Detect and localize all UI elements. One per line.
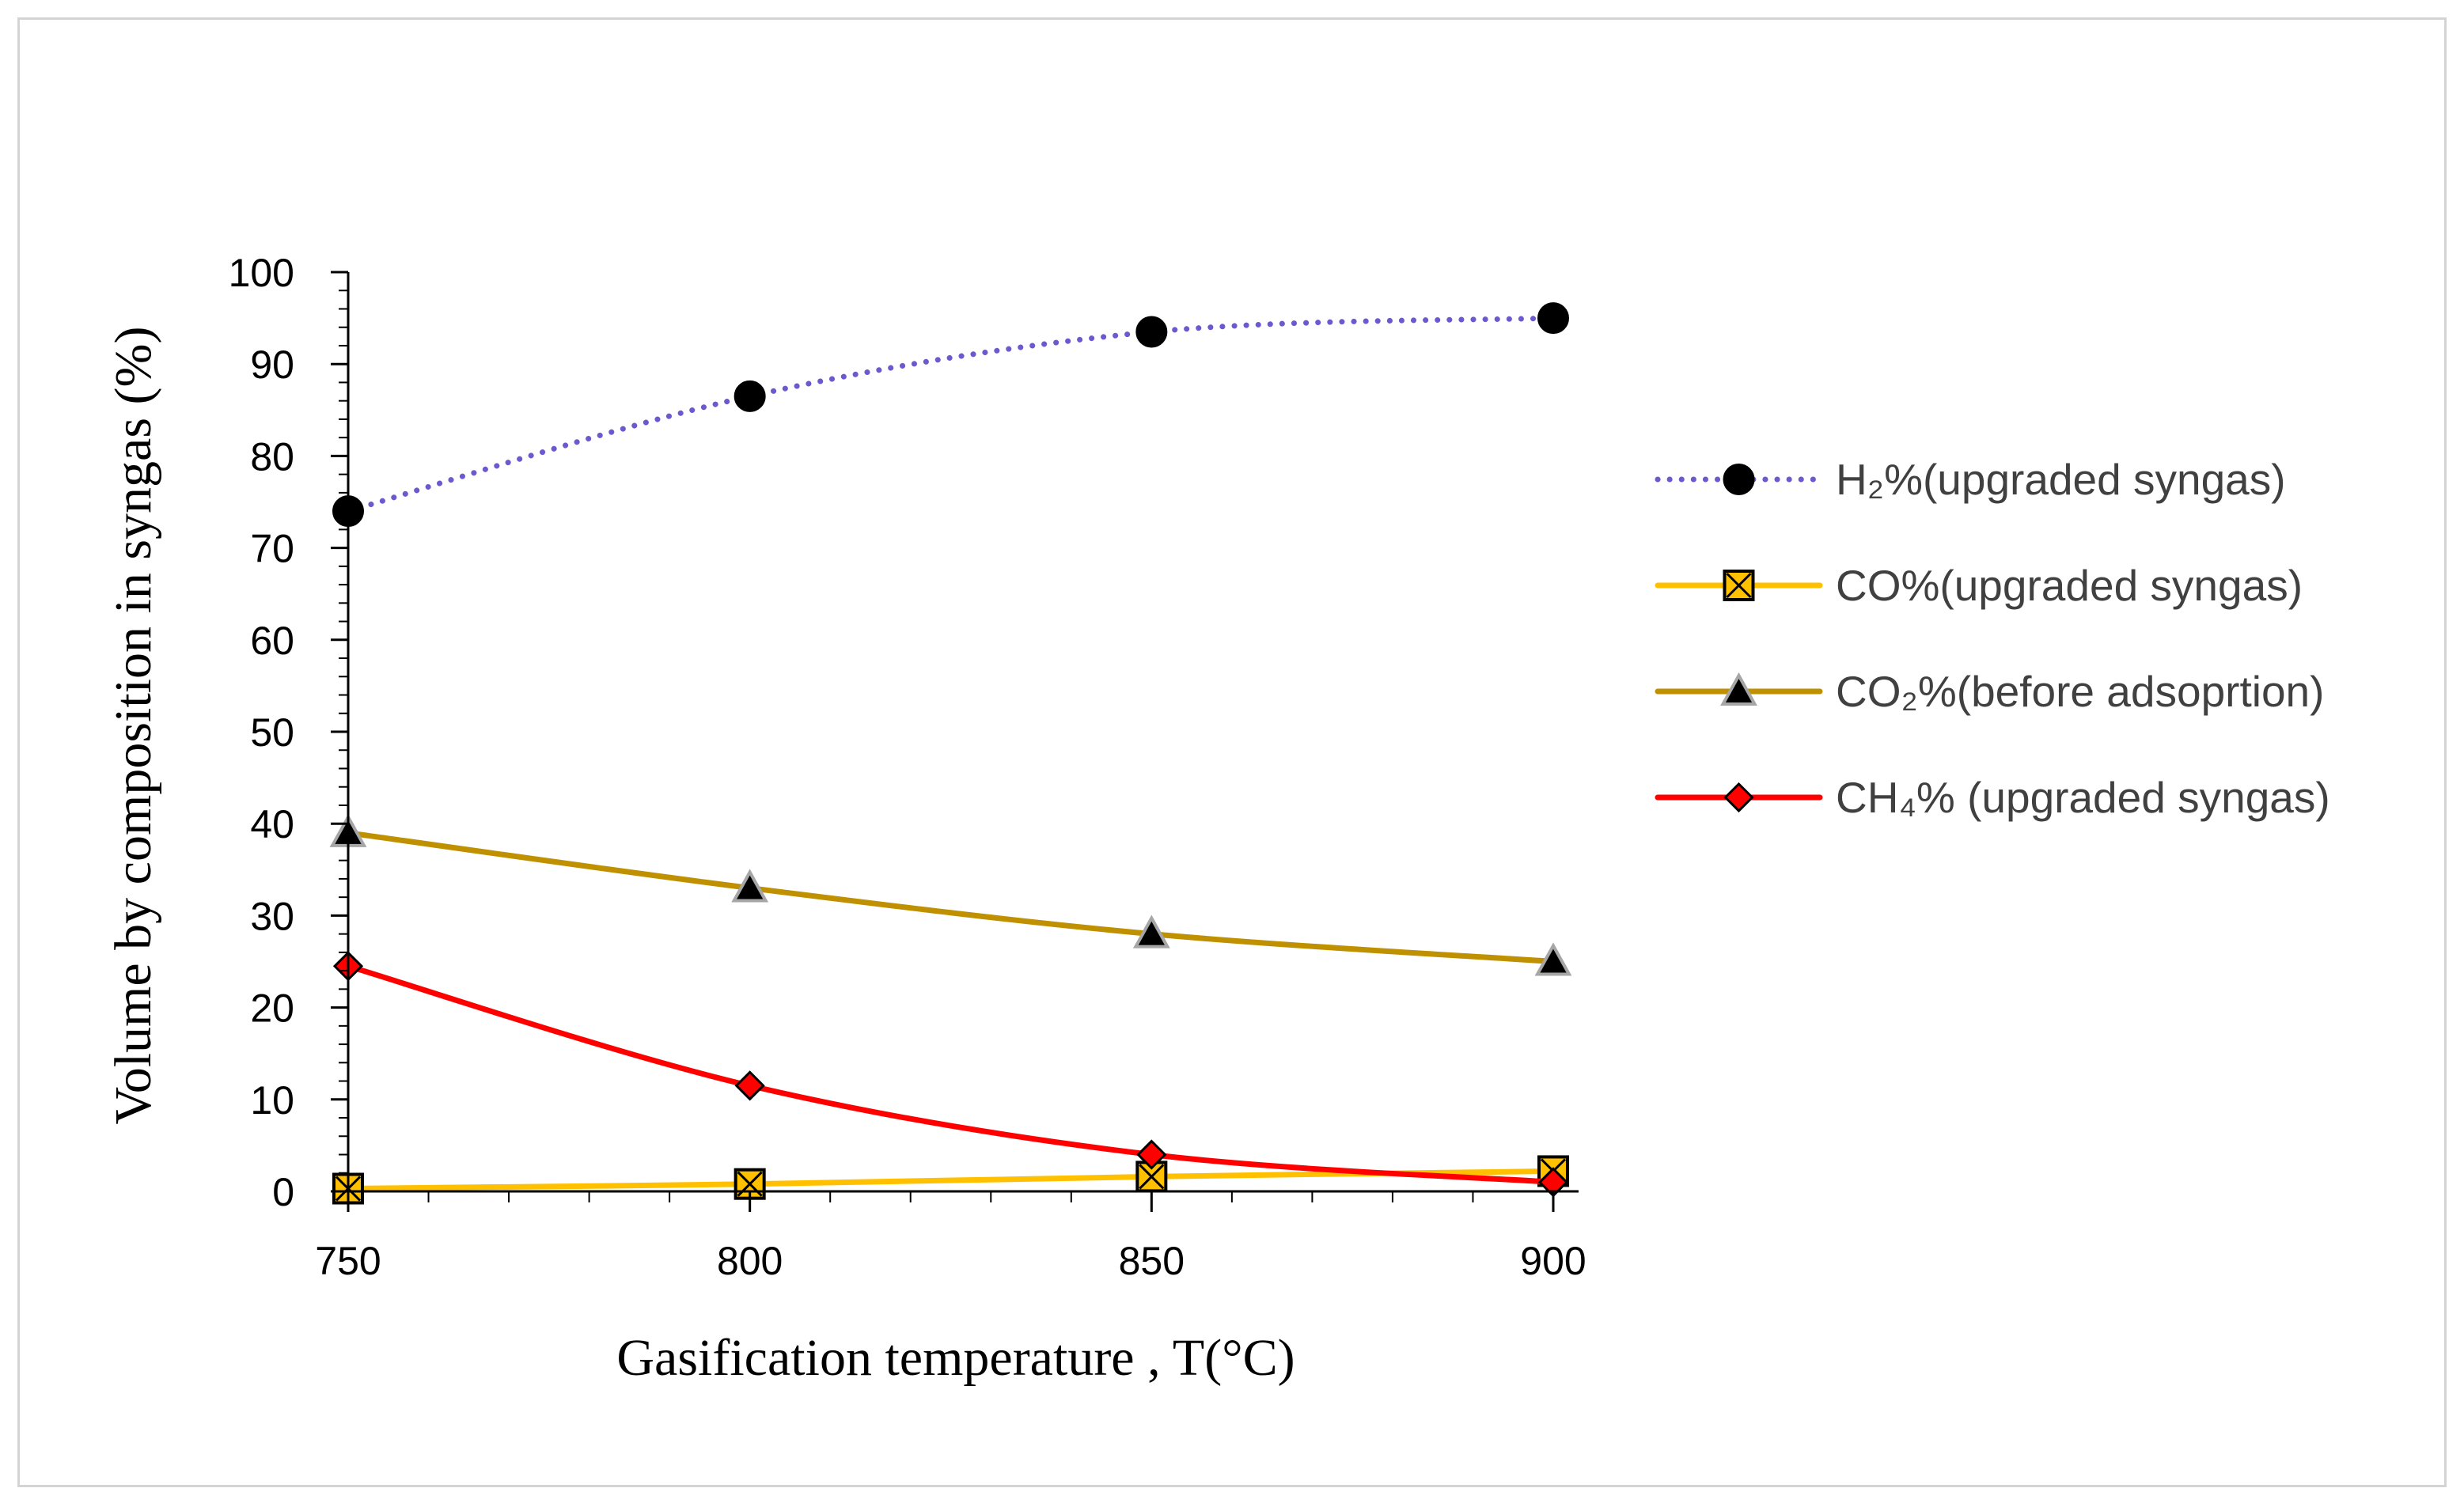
series-ch-upgraded-syngas	[332, 951, 1569, 1198]
y-tick-label: 90	[250, 343, 294, 387]
tick-label-layer: 0 10 20 30 40 50 60 70 80 90 100 750 800 850 900	[229, 251, 1586, 1283]
series-line-h-upgraded-syngas	[345, 315, 1556, 514]
x-tick-label: 800	[717, 1239, 783, 1283]
legend-label-h-upgraded-syngas: H₂%(upgraded syngas)	[1836, 455, 2286, 504]
series-h-upgraded-syngas	[332, 302, 1569, 528]
data-point-ch-upgraded-syngas	[734, 1070, 765, 1101]
x-tick-label: 900	[1520, 1239, 1586, 1283]
y-tick-label: 10	[250, 1078, 294, 1123]
data-point-ch-upgraded-syngas	[1136, 1139, 1167, 1170]
y-tick-label: 20	[250, 986, 294, 1031]
y-tick-label: 30	[250, 894, 294, 938]
y-tick-label: 50	[250, 710, 294, 755]
data-point-co-before-adsoprtion	[1534, 942, 1572, 976]
data-point-co-upgraded-syngas-cross	[1139, 1164, 1165, 1190]
series-co-before-adsoprtion	[329, 813, 1572, 976]
legend-marker-co-upgraded-syngas	[1723, 570, 1755, 601]
data-point-co-before-adsoprtion	[731, 869, 769, 903]
series-line-co-before-adsoprtion	[345, 830, 1556, 964]
x-tick-label: 750	[315, 1239, 381, 1283]
series-co-upgraded-syngas	[332, 1155, 1569, 1205]
legend-marker-ch-upgraded-syngas	[1723, 782, 1754, 813]
legend-label-co-before-adsoprtion: CO₂%(before adsoprtion)	[1836, 667, 2324, 716]
series-line-ch-upgraded-syngas	[345, 963, 1556, 1185]
data-point-h-upgraded-syngas	[1135, 316, 1168, 348]
legend-item-ch-upgraded-syngas: CH₄% (upgraded syngas)	[1655, 773, 2330, 822]
y-tick-label: 70	[250, 527, 294, 571]
legend-label-ch-upgraded-syngas: CH₄% (upgraded syngas)	[1836, 773, 2330, 822]
legend-marker-co-upgraded-syngas-cross	[1726, 572, 1752, 599]
x-tick-label: 850	[1119, 1239, 1185, 1283]
legend-marker-co-before-adsoprtion	[1720, 672, 1757, 706]
legend: H₂%(upgraded syngas) CO%(upgraded syngas)…	[1655, 455, 2330, 822]
y-tick-label: 100	[229, 251, 294, 295]
legend-label-co-upgraded-syngas: CO%(upgraded syngas)	[1836, 561, 2303, 610]
y-tick-label: 40	[250, 802, 294, 846]
x-axis-title: Gasification temperature , T(°C)	[616, 1329, 1295, 1387]
y-tick-label: 80	[250, 434, 294, 479]
legend-item-co-upgraded-syngas: CO%(upgraded syngas)	[1655, 561, 2303, 610]
axis-layer	[331, 271, 1579, 1212]
legend-item-co-before-adsoprtion: CO₂%(before adsoprtion)	[1655, 667, 2324, 716]
y-tick-label: 0	[272, 1170, 294, 1214]
data-point-co-before-adsoprtion	[1132, 914, 1170, 949]
series-layer	[329, 302, 1572, 1205]
data-point-h-upgraded-syngas	[734, 380, 766, 412]
chart-frame	[17, 17, 2447, 1487]
y-tick-label: 60	[250, 619, 294, 663]
legend-marker-h-upgraded-syngas	[1723, 464, 1755, 495]
data-point-h-upgraded-syngas	[1537, 302, 1569, 335]
legend-item-h-upgraded-syngas: H₂%(upgraded syngas)	[1655, 455, 2286, 504]
y-axis-title: Volume by composition in syngas (%)	[104, 327, 162, 1125]
